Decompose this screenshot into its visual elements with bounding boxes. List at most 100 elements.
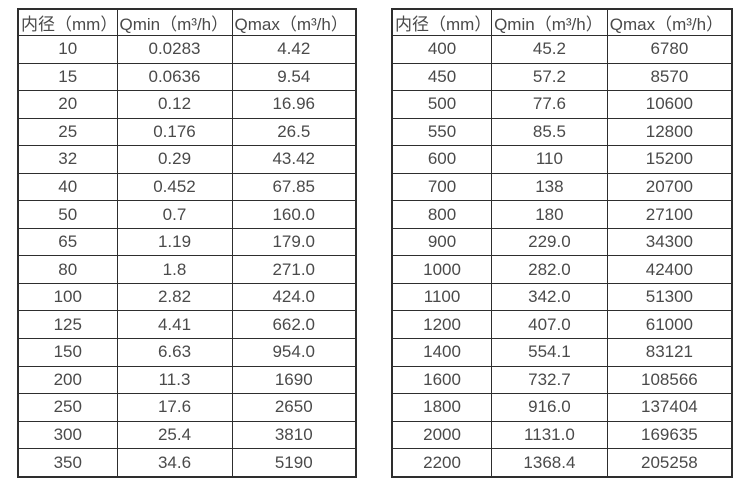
table-row: 150 6.63 954.0 bbox=[17, 338, 357, 367]
table-row: 200 11.3 1690 bbox=[17, 365, 357, 395]
table-cell: 4.42 bbox=[231, 35, 357, 64]
table-cell: 61000 bbox=[606, 310, 733, 340]
table-row: 20 0.12 16.96 bbox=[17, 90, 357, 119]
table-cell: 108566 bbox=[606, 365, 733, 395]
table-cell: 700 bbox=[391, 172, 493, 202]
table-cell: 662.0 bbox=[231, 310, 357, 340]
table-cell: 77.6 bbox=[491, 90, 608, 119]
table-row: 1200 407.0 61000 bbox=[391, 310, 733, 340]
table-cell: 0.452 bbox=[116, 172, 233, 202]
spec-table-small-diameters: 内径（mm） Qmin（m³/h） Qmax（m³/h） 10 0.0283 4.42 15… bbox=[17, 8, 357, 478]
table-cell: 12800 bbox=[606, 117, 733, 147]
table-row: 600 110 15200 bbox=[391, 145, 733, 174]
table-cell: 57.2 bbox=[491, 62, 608, 92]
table-cell: 6.63 bbox=[116, 338, 233, 367]
column-header: 内径（mm） bbox=[391, 8, 493, 36]
table-row: 15 0.0636 9.54 bbox=[17, 62, 357, 92]
spec-table-large-diameters: 内径（mm） Qmin（m³/h） Qmax（m³/h） 400 45.2 6780 450… bbox=[391, 8, 733, 478]
table-cell: 916.0 bbox=[491, 393, 608, 422]
column-header: Qmax（m³/h） bbox=[231, 8, 357, 36]
table-row: 10 0.0283 4.42 bbox=[17, 35, 357, 64]
table-cell: 42400 bbox=[606, 255, 733, 284]
table-cell: 10600 bbox=[606, 90, 733, 119]
table-cell: 180 bbox=[491, 200, 608, 229]
table-cell: 0.7 bbox=[116, 200, 233, 229]
table-cell: 800 bbox=[391, 200, 493, 229]
table-cell: 9.54 bbox=[231, 62, 357, 92]
table-cell: 424.0 bbox=[231, 282, 357, 312]
table-cell: 125 bbox=[17, 310, 118, 340]
table-cell: 80 bbox=[17, 255, 118, 284]
table-row: 25 0.176 26.5 bbox=[17, 117, 357, 147]
table-cell: 1000 bbox=[391, 255, 493, 284]
table-cell: 350 bbox=[17, 448, 118, 478]
table-cell: 32 bbox=[17, 145, 118, 174]
table-cell: 1690 bbox=[231, 365, 357, 395]
table-cell: 20 bbox=[17, 90, 118, 119]
table-cell: 1368.4 bbox=[491, 448, 608, 478]
table-cell: 342.0 bbox=[491, 282, 608, 312]
header-row: 内径（mm） Qmin（m³/h） Qmax（m³/h） bbox=[391, 8, 733, 36]
table-cell: 1800 bbox=[391, 393, 493, 422]
table-cell: 150 bbox=[17, 338, 118, 367]
table-cell: 550 bbox=[391, 117, 493, 147]
table-cell: 1.8 bbox=[116, 255, 233, 284]
table-cell: 732.7 bbox=[491, 365, 608, 395]
table-row: 1100 342.0 51300 bbox=[391, 282, 733, 312]
table-cell: 15200 bbox=[606, 145, 733, 174]
table-cell: 250 bbox=[17, 393, 118, 422]
column-header: Qmin（m³/h） bbox=[491, 8, 608, 36]
table-cell: 160.0 bbox=[231, 200, 357, 229]
table-row: 400 45.2 6780 bbox=[391, 35, 733, 64]
table-cell: 17.6 bbox=[116, 393, 233, 422]
header-row: 内径（mm） Qmin（m³/h） Qmax（m³/h） bbox=[17, 8, 357, 36]
table-row: 100 2.82 424.0 bbox=[17, 282, 357, 312]
table-cell: 200 bbox=[17, 365, 118, 395]
table-row: 250 17.6 2650 bbox=[17, 393, 357, 422]
table-cell: 1100 bbox=[391, 282, 493, 312]
table-row: 450 57.2 8570 bbox=[391, 62, 733, 92]
table-cell: 34.6 bbox=[116, 448, 233, 478]
table-cell: 65 bbox=[17, 227, 118, 257]
table-row: 500 77.6 10600 bbox=[391, 90, 733, 119]
table-cell: 16.96 bbox=[231, 90, 357, 119]
table-cell: 83121 bbox=[606, 338, 733, 367]
table-cell: 282.0 bbox=[491, 255, 608, 284]
table-cell: 137404 bbox=[606, 393, 733, 422]
table-cell: 20700 bbox=[606, 172, 733, 202]
table-cell: 1600 bbox=[391, 365, 493, 395]
table-cell: 0.0283 bbox=[116, 35, 233, 64]
table-row: 1400 554.1 83121 bbox=[391, 338, 733, 367]
table-cell: 271.0 bbox=[231, 255, 357, 284]
table-cell: 6780 bbox=[606, 35, 733, 64]
table-row: 32 0.29 43.42 bbox=[17, 145, 357, 174]
table-row: 50 0.7 160.0 bbox=[17, 200, 357, 229]
table-row: 80 1.8 271.0 bbox=[17, 255, 357, 284]
table-cell: 26.5 bbox=[231, 117, 357, 147]
table-cell: 0.176 bbox=[116, 117, 233, 147]
table-cell: 10 bbox=[17, 35, 118, 64]
table-cell: 229.0 bbox=[491, 227, 608, 257]
table-cell: 1131.0 bbox=[491, 420, 608, 450]
table-cell: 1400 bbox=[391, 338, 493, 367]
table-cell: 554.1 bbox=[491, 338, 608, 367]
table-cell: 407.0 bbox=[491, 310, 608, 340]
table-row: 900 229.0 34300 bbox=[391, 227, 733, 257]
table-row: 1800 916.0 137404 bbox=[391, 393, 733, 422]
table-cell: 169635 bbox=[606, 420, 733, 450]
table-row: 2200 1368.4 205258 bbox=[391, 448, 733, 478]
table-cell: 0.12 bbox=[116, 90, 233, 119]
table-cell: 5190 bbox=[231, 448, 357, 478]
table-cell: 2.82 bbox=[116, 282, 233, 312]
table-cell: 1.19 bbox=[116, 227, 233, 257]
table-row: 800 180 27100 bbox=[391, 200, 733, 229]
table-cell: 27100 bbox=[606, 200, 733, 229]
table-cell: 8570 bbox=[606, 62, 733, 92]
column-header: 内径（mm） bbox=[17, 8, 118, 36]
table-cell: 500 bbox=[391, 90, 493, 119]
table-cell: 15 bbox=[17, 62, 118, 92]
table-cell: 1200 bbox=[391, 310, 493, 340]
table-row: 2000 1131.0 169635 bbox=[391, 420, 733, 450]
table-cell: 954.0 bbox=[231, 338, 357, 367]
